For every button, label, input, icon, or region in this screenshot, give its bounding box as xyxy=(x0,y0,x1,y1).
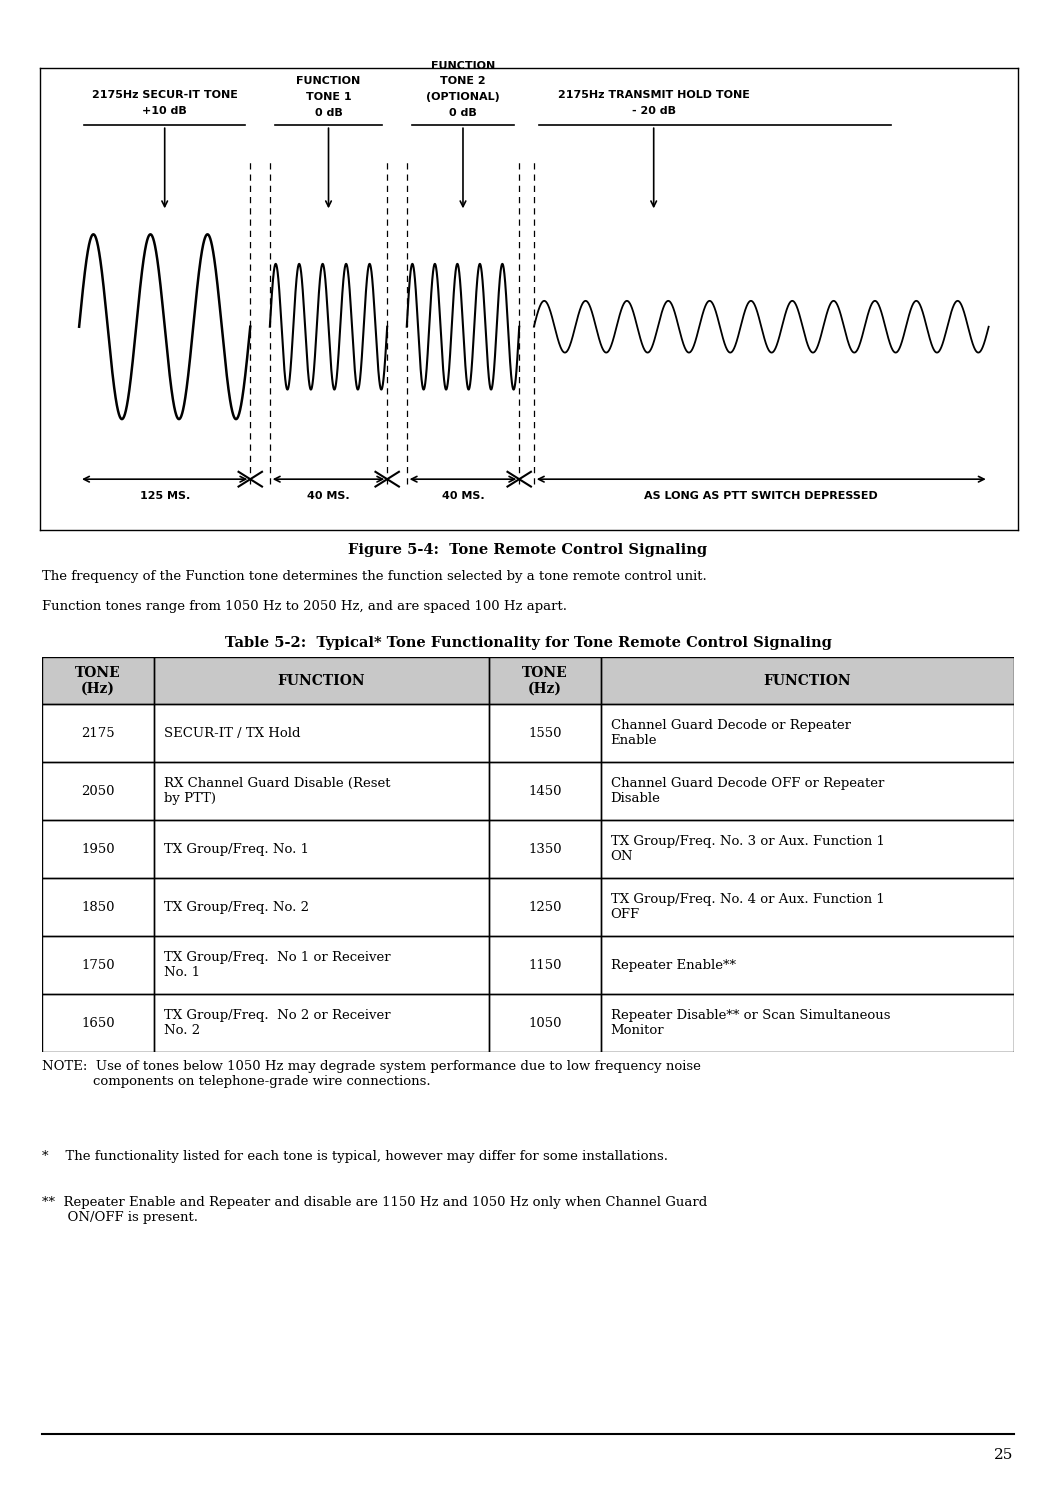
Text: 40 MS.: 40 MS. xyxy=(441,491,485,502)
Text: NOTE:  Use of tones below 1050 Hz may degrade system performance due to low freq: NOTE: Use of tones below 1050 Hz may deg… xyxy=(42,1060,701,1088)
Text: TX Group/Freq. No. 2: TX Group/Freq. No. 2 xyxy=(164,900,308,914)
Text: 1950: 1950 xyxy=(81,842,115,855)
Text: TX Group/Freq. No. 4 or Aux. Function 1
OFF: TX Group/Freq. No. 4 or Aux. Function 1 … xyxy=(610,893,884,921)
Text: TONE
(Hz): TONE (Hz) xyxy=(75,666,121,696)
Text: 2175Hz SECUR-IT TONE: 2175Hz SECUR-IT TONE xyxy=(92,91,238,100)
Bar xyxy=(489,936,601,994)
Bar xyxy=(601,820,1014,878)
Bar xyxy=(154,936,489,994)
Bar xyxy=(601,657,1014,705)
Bar xyxy=(601,705,1014,763)
Bar xyxy=(154,878,489,936)
Text: 1750: 1750 xyxy=(81,959,115,972)
Text: **  Repeater Enable and Repeater and disable are 1150 Hz and 1050 Hz only when C: ** Repeater Enable and Repeater and disa… xyxy=(42,1196,708,1224)
Text: Repeater Disable** or Scan Simultaneous
Monitor: Repeater Disable** or Scan Simultaneous … xyxy=(610,1009,890,1038)
Text: 1650: 1650 xyxy=(81,1017,115,1030)
Text: SECUR-IT / TX Hold: SECUR-IT / TX Hold xyxy=(164,727,300,739)
Text: TX Group/Freq. No. 1: TX Group/Freq. No. 1 xyxy=(164,842,308,855)
Text: 25: 25 xyxy=(995,1448,1014,1462)
Bar xyxy=(42,820,154,878)
Text: Figure 5-4:  Tone Remote Control Signaling: Figure 5-4: Tone Remote Control Signalin… xyxy=(348,543,708,557)
Bar xyxy=(601,763,1014,820)
Text: FUNCTION: FUNCTION xyxy=(297,76,361,87)
Text: 1350: 1350 xyxy=(528,842,562,855)
Text: 1550: 1550 xyxy=(528,727,562,739)
Text: 0 dB: 0 dB xyxy=(449,107,477,118)
Text: Function tones range from 1050 Hz to 2050 Hz, and are spaced 100 Hz apart.: Function tones range from 1050 Hz to 205… xyxy=(42,600,567,614)
Bar xyxy=(489,878,601,936)
Text: Channel Guard Decode OFF or Repeater
Disable: Channel Guard Decode OFF or Repeater Dis… xyxy=(610,778,884,805)
Text: 40 MS.: 40 MS. xyxy=(307,491,350,502)
Bar xyxy=(601,994,1014,1053)
Bar xyxy=(154,657,489,705)
Text: RX Channel Guard Disable (Reset
by PTT): RX Channel Guard Disable (Reset by PTT) xyxy=(164,778,390,805)
Text: AS LONG AS PTT SWITCH DEPRESSED: AS LONG AS PTT SWITCH DEPRESSED xyxy=(644,491,879,502)
Text: MM-014714-001, Rev. P3: MM-014714-001, Rev. P3 xyxy=(808,6,1040,24)
Text: +10 dB: +10 dB xyxy=(143,106,187,116)
Bar xyxy=(489,820,601,878)
Text: 0 dB: 0 dB xyxy=(315,107,342,118)
Text: 2175: 2175 xyxy=(81,727,115,739)
Text: TX Group/Freq.  No 2 or Receiver
No. 2: TX Group/Freq. No 2 or Receiver No. 2 xyxy=(164,1009,391,1038)
Text: Channel Guard Decode or Repeater
Enable: Channel Guard Decode or Repeater Enable xyxy=(610,720,850,746)
Bar xyxy=(489,763,601,820)
Bar xyxy=(154,705,489,763)
Bar xyxy=(601,657,1014,705)
Bar xyxy=(154,820,489,878)
Text: TONE 1: TONE 1 xyxy=(305,93,352,102)
Text: 1150: 1150 xyxy=(528,959,562,972)
Text: FUNCTION: FUNCTION xyxy=(431,61,495,70)
Bar xyxy=(42,657,154,705)
Bar xyxy=(601,878,1014,936)
Text: TX Group/Freq.  No 1 or Receiver
No. 1: TX Group/Freq. No 1 or Receiver No. 1 xyxy=(164,951,391,979)
Bar xyxy=(601,936,1014,994)
Text: 2050: 2050 xyxy=(81,785,115,797)
Bar xyxy=(489,705,601,763)
Bar xyxy=(42,994,154,1053)
Bar xyxy=(154,763,489,820)
Text: 1050: 1050 xyxy=(528,1017,562,1030)
Text: *    The functionality listed for each tone is typical, however may differ for s: * The functionality listed for each tone… xyxy=(42,1150,668,1163)
Bar xyxy=(42,936,154,994)
Bar xyxy=(489,657,601,705)
Text: TONE
(Hz): TONE (Hz) xyxy=(522,666,568,696)
Text: - 20 dB: - 20 dB xyxy=(631,106,676,116)
Bar xyxy=(42,705,154,763)
Text: (OPTIONAL): (OPTIONAL) xyxy=(427,93,499,102)
Bar xyxy=(42,763,154,820)
Text: 1250: 1250 xyxy=(528,900,562,914)
Bar xyxy=(42,878,154,936)
Text: Repeater Enable**: Repeater Enable** xyxy=(610,959,736,972)
Text: FUNCTION: FUNCTION xyxy=(278,673,365,688)
Text: 125 MS.: 125 MS. xyxy=(139,491,190,502)
Text: 1450: 1450 xyxy=(528,785,562,797)
Bar xyxy=(489,657,601,705)
Text: 2175Hz TRANSMIT HOLD TONE: 2175Hz TRANSMIT HOLD TONE xyxy=(558,91,750,100)
Text: FUNCTION: FUNCTION xyxy=(763,673,851,688)
Bar xyxy=(154,994,489,1053)
Text: 1850: 1850 xyxy=(81,900,115,914)
Text: TONE 2: TONE 2 xyxy=(440,76,486,87)
Text: Table 5-2:  Typical* Tone Functionality for Tone Remote Control Signaling: Table 5-2: Typical* Tone Functionality f… xyxy=(225,636,831,649)
Bar xyxy=(42,657,154,705)
Text: TX Group/Freq. No. 3 or Aux. Function 1
ON: TX Group/Freq. No. 3 or Aux. Function 1 … xyxy=(610,835,885,863)
Bar xyxy=(154,657,489,705)
Bar xyxy=(489,994,601,1053)
Text: The frequency of the Function tone determines the function selected by a tone re: The frequency of the Function tone deter… xyxy=(42,570,706,582)
